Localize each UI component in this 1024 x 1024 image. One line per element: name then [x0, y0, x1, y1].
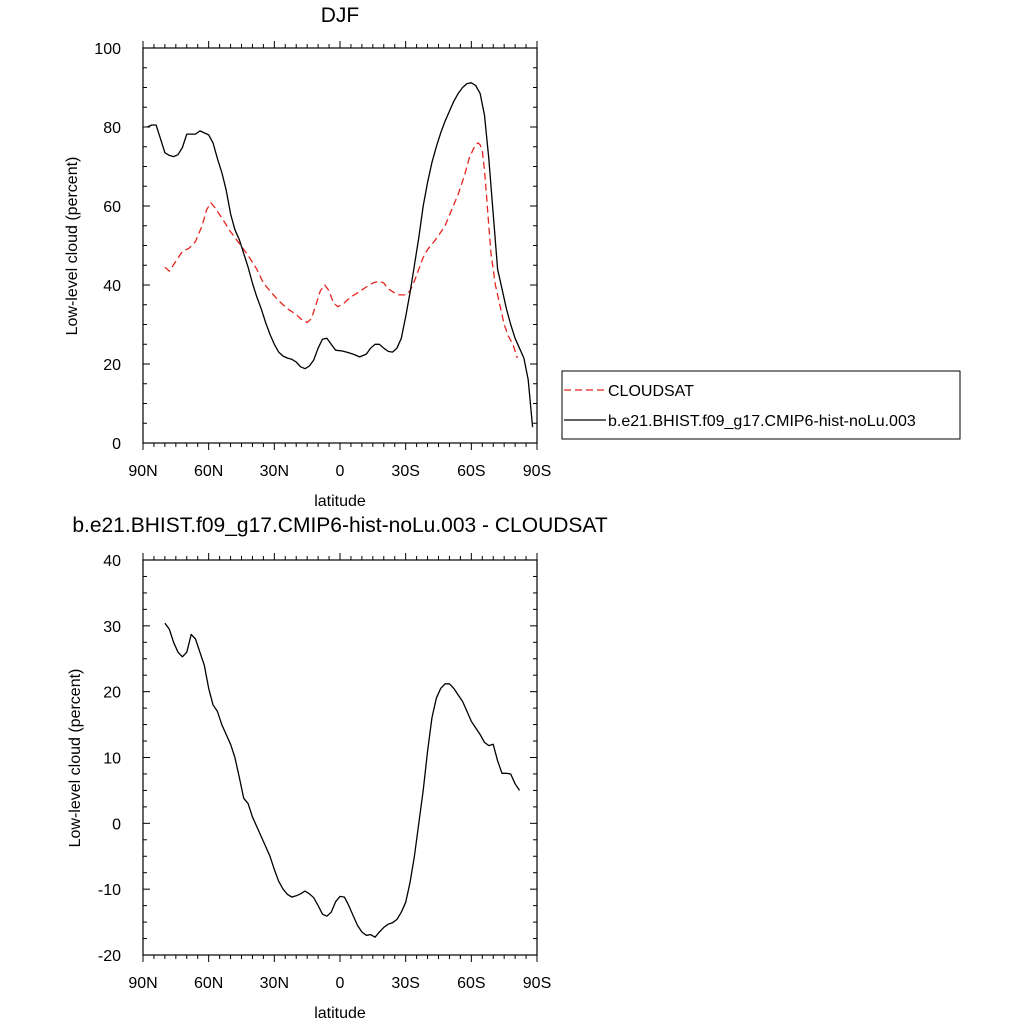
top-panel-ylabel: Low-level cloud (percent) — [64, 157, 81, 336]
bottom-xtick-label: 60S — [457, 975, 485, 992]
bottom-series-line-0 — [164, 622, 521, 938]
bottom-ytick-label: -10 — [98, 882, 121, 899]
top-ytick-label: 40 — [103, 278, 121, 295]
top-panel: DJF latitude Low-level cloud (percent) 0… — [64, 4, 551, 510]
top-panel-xlabel: latitude — [314, 493, 366, 510]
bottom-xtick-label: 0 — [336, 975, 345, 992]
bottom-ytick-label: 30 — [103, 619, 121, 636]
bottom-xtick-label: 30S — [391, 975, 419, 992]
top-xtick-label: 60S — [457, 463, 485, 480]
top-series-line-0 — [164, 142, 518, 359]
bottom-xtick-label: 30N — [260, 975, 289, 992]
bottom-ytick-label: -20 — [98, 948, 121, 965]
top-ytick-label: 60 — [103, 199, 121, 216]
bottom-xtick-label: 90S — [523, 975, 551, 992]
top-ytick-label: 80 — [103, 120, 121, 137]
top-plot-frame — [142, 47, 538, 444]
top-ytick-label: 100 — [94, 41, 121, 58]
top-ytick-label: 20 — [103, 357, 121, 374]
bottom-panel-xlabel: latitude — [314, 1005, 366, 1022]
bottom-panel: b.e21.BHIST.f09_g17.CMIP6-hist-noLu.003 … — [67, 514, 608, 1022]
top-series-line-1 — [147, 82, 534, 428]
bottom-xtick-label: 90N — [128, 975, 157, 992]
legend-label-model: b.e21.BHIST.f09_g17.CMIP6-hist-noLu.003 — [608, 413, 916, 430]
bottom-ytick-label: 20 — [103, 685, 121, 702]
top-xtick-label: 30S — [391, 463, 419, 480]
top-xtick-label: 90S — [523, 463, 551, 480]
bottom-xtick-label: 60N — [194, 975, 223, 992]
legend-box — [561, 370, 961, 440]
bottom-plot-frame — [142, 559, 538, 956]
top-xtick-label: 60N — [194, 463, 223, 480]
bottom-panel-title: b.e21.BHIST.f09_g17.CMIP6-hist-noLu.003 … — [72, 514, 608, 537]
legend-label-cloudsat: CLOUDSAT — [608, 383, 694, 400]
top-xtick-label: 0 — [336, 463, 345, 480]
top-ytick-label: 0 — [112, 436, 121, 453]
top-xtick-label: 90N — [128, 463, 157, 480]
bottom-ytick-label: 40 — [103, 553, 121, 570]
legend: CLOUDSAT b.e21.BHIST.f09_g17.CMIP6-hist-… — [561, 370, 961, 440]
top-xtick-label: 30N — [260, 463, 289, 480]
top-panel-title: DJF — [321, 4, 360, 27]
bottom-ytick-label: 10 — [103, 751, 121, 768]
bottom-panel-ylabel: Low-level cloud (percent) — [67, 669, 84, 848]
bottom-ytick-label: 0 — [112, 816, 121, 833]
